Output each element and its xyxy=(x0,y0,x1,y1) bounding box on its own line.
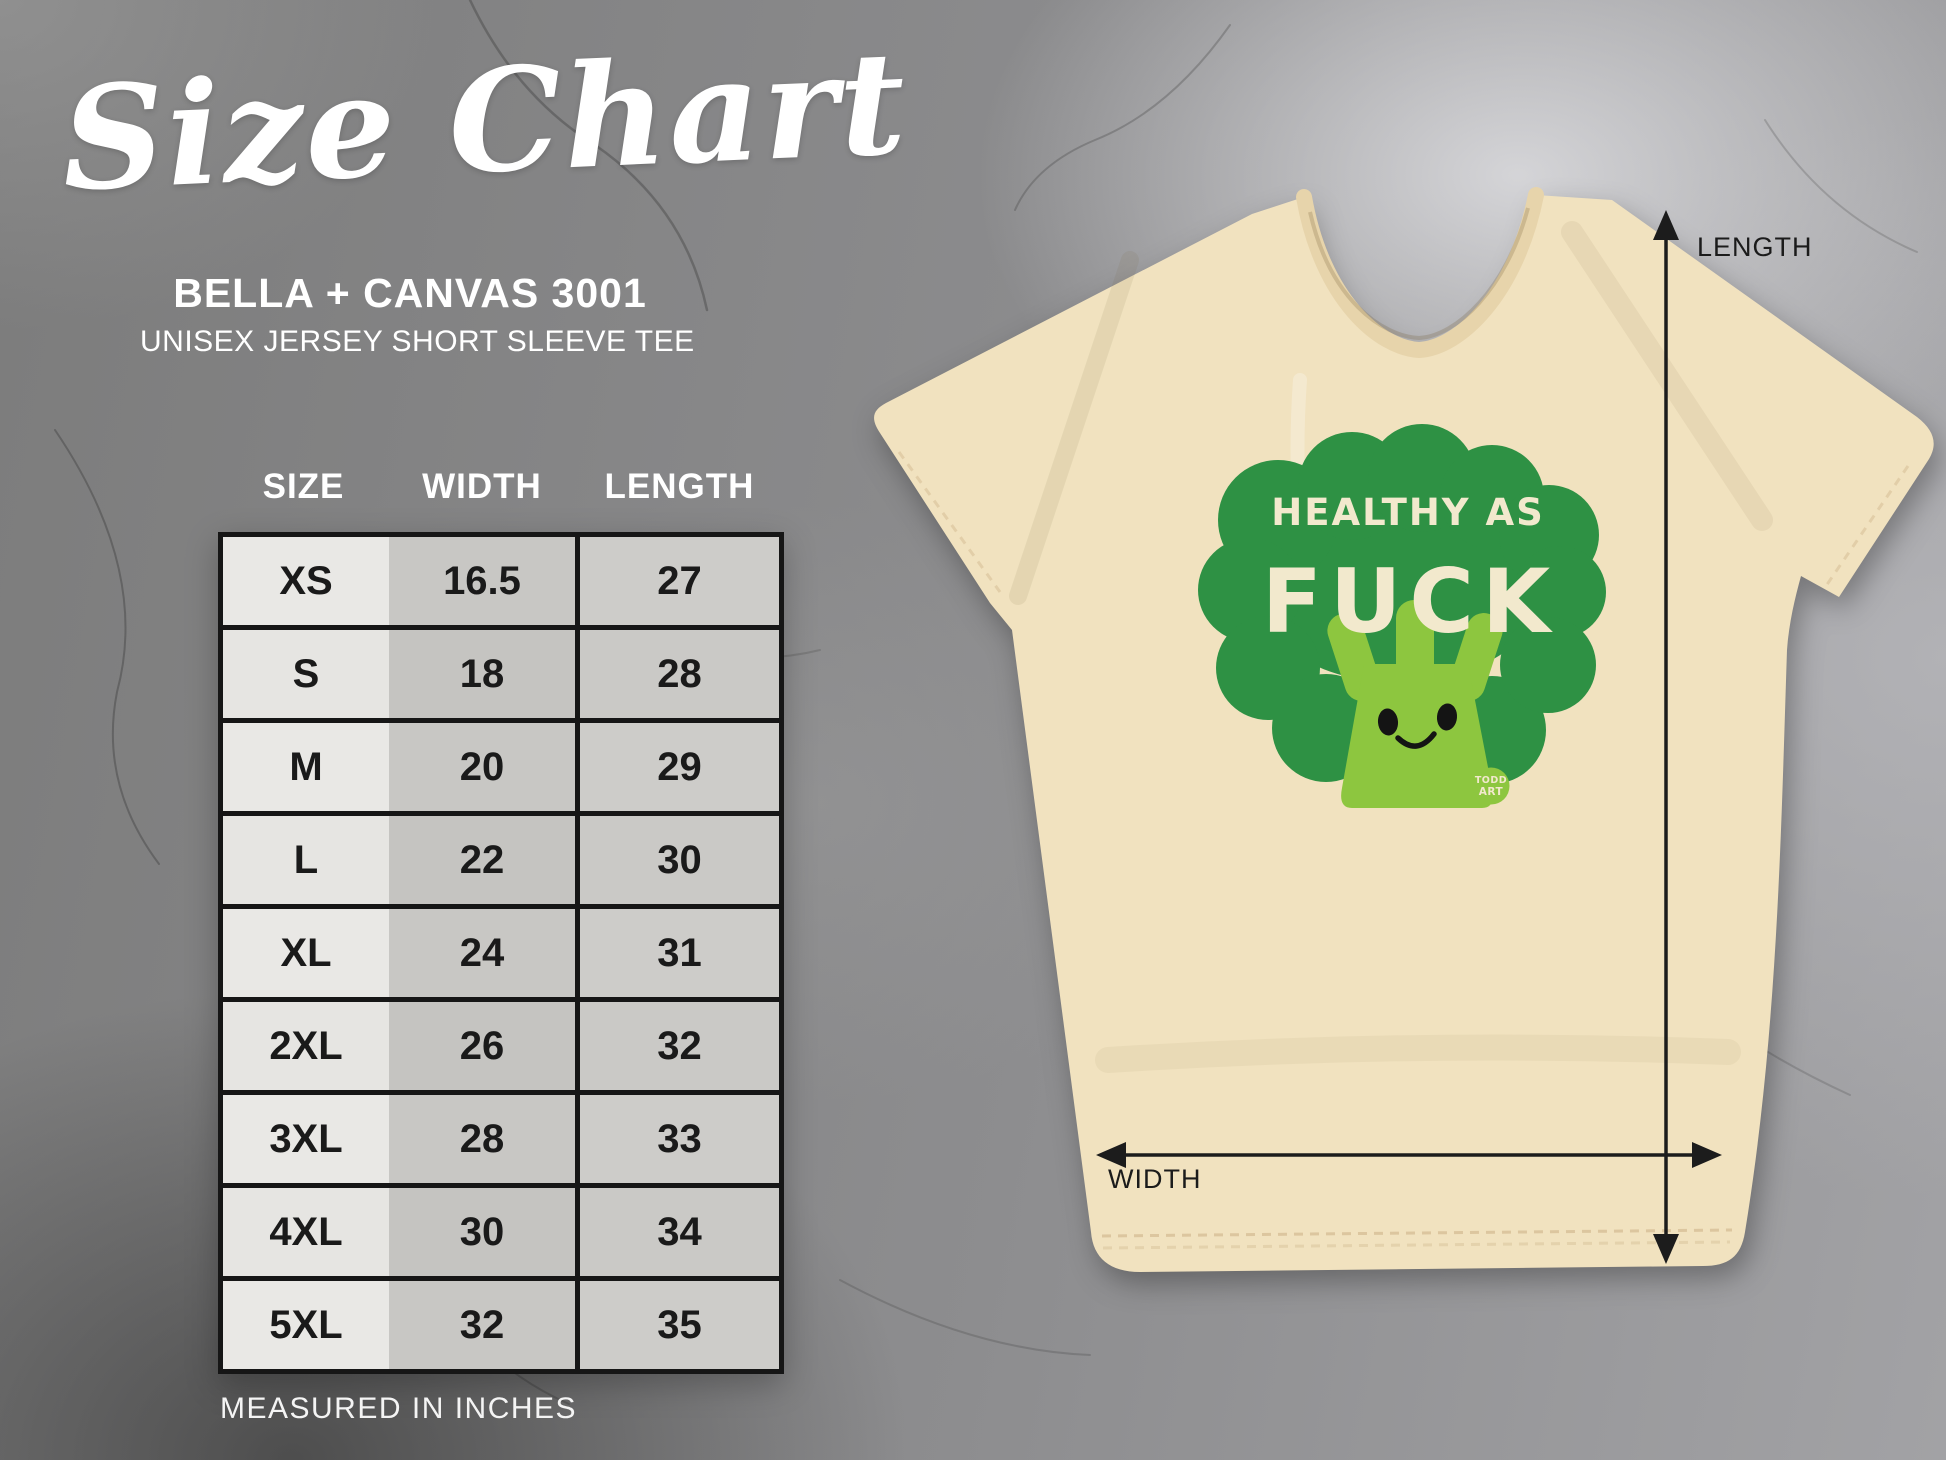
graphic-text-line2: FUCK xyxy=(1262,550,1558,653)
size-cell: 5XL xyxy=(223,1281,389,1369)
length-cell: 34 xyxy=(575,1188,779,1276)
table-row: S 18 28 xyxy=(223,625,779,718)
column-header-width: WIDTH xyxy=(422,467,542,506)
table-row: XS 16.5 27 xyxy=(223,537,779,625)
width-cell: 20 xyxy=(389,723,575,811)
size-table: XS 16.5 27 S 18 28 M 20 29 L 22 30 XL 24… xyxy=(218,532,784,1374)
product-name: BELLA + CANVAS 3001 xyxy=(173,270,647,316)
width-cell: 26 xyxy=(389,1002,575,1090)
table-row: 5XL 32 35 xyxy=(223,1276,779,1369)
length-cell: 27 xyxy=(575,537,779,625)
size-cell: M xyxy=(223,723,389,811)
length-cell: 28 xyxy=(575,630,779,718)
product-subtitle: UNISEX JERSEY SHORT SLEEVE TEE xyxy=(140,325,695,358)
width-cell: 18 xyxy=(389,630,575,718)
width-cell: 28 xyxy=(389,1095,575,1183)
todd-art-badge: TODD ART xyxy=(1472,767,1510,805)
broccoli-graphic: HEALTHY AS FUCK TODD ART xyxy=(1198,424,1606,808)
length-cell: 29 xyxy=(575,723,779,811)
table-row: M 20 29 xyxy=(223,718,779,811)
size-cell: S xyxy=(223,630,389,718)
broccoli-stalk xyxy=(1327,600,1503,808)
width-measure-label: WIDTH xyxy=(1108,1164,1202,1194)
width-cell: 22 xyxy=(389,816,575,904)
table-row: L 22 30 xyxy=(223,811,779,904)
product-block: BELLA + CANVAS 3001 UNISEX JERSEY SHORT … xyxy=(140,270,695,359)
width-cell: 16.5 xyxy=(389,537,575,625)
column-header-size: SIZE xyxy=(262,467,345,506)
size-cell: L xyxy=(223,816,389,904)
size-cell: 4XL xyxy=(223,1188,389,1276)
table-row: 4XL 30 34 xyxy=(223,1183,779,1276)
table-row: XL 24 31 xyxy=(223,904,779,997)
size-cell: XS xyxy=(223,537,389,625)
table-column-headers: SIZE WIDTH LENGTH xyxy=(218,458,784,516)
width-cell: 24 xyxy=(389,909,575,997)
hem-stitching xyxy=(897,451,1910,1250)
length-cell: 33 xyxy=(575,1095,779,1183)
width-cell: 32 xyxy=(389,1281,575,1369)
length-measure-label: LENGTH xyxy=(1697,232,1813,262)
length-cell: 35 xyxy=(575,1281,779,1369)
size-cell: XL xyxy=(223,909,389,997)
table-row: 3XL 28 33 xyxy=(223,1090,779,1183)
length-cell: 31 xyxy=(575,909,779,997)
length-cell: 30 xyxy=(575,816,779,904)
length-arrow xyxy=(1653,210,1679,1264)
width-cell: 30 xyxy=(389,1188,575,1276)
measured-in-inches-note: MEASURED IN INCHES xyxy=(220,1392,578,1425)
width-arrow xyxy=(1096,1142,1722,1168)
badge-text-top: TODD xyxy=(1475,775,1507,786)
length-cell: 32 xyxy=(575,1002,779,1090)
column-header-length: LENGTH xyxy=(604,467,755,506)
size-cell: 2XL xyxy=(223,1002,389,1090)
size-cell: 3XL xyxy=(223,1095,389,1183)
broccoli-face xyxy=(1377,703,1458,749)
collar xyxy=(1296,187,1544,359)
badge-text-bottom: ART xyxy=(1479,786,1504,798)
table-row: 2XL 26 32 xyxy=(223,997,779,1090)
graphic-text-line1: HEALTHY AS xyxy=(1271,491,1545,534)
